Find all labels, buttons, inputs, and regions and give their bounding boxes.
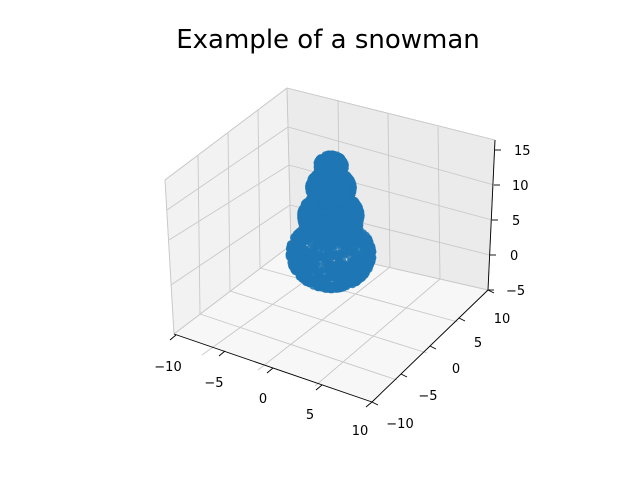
y-tick-label: 0 (452, 362, 460, 377)
z-tick-label: 15 (514, 144, 531, 159)
scatter-point (340, 270, 349, 280)
z-tick-label: 5 (512, 214, 520, 229)
scatter-point (329, 168, 339, 177)
chart-title: Example of a snowman (176, 25, 480, 55)
scatter-point (300, 263, 309, 273)
scatter-point (331, 196, 340, 205)
x-tick-label: 0 (259, 392, 267, 407)
tick-labels: −10 −5 0 5 10 −10 −5 0 5 10 −5 0 5 10 15 (154, 144, 530, 439)
axis-ticks (169, 149, 501, 408)
y-tick-label: 10 (494, 312, 511, 327)
z-tick-label: 0 (510, 249, 518, 264)
x-tick-label: 10 (352, 424, 369, 439)
scatter-points (285, 150, 377, 294)
z-tick-label: −5 (506, 284, 525, 299)
scatter-point (326, 252, 336, 262)
z-tick-label: 10 (512, 179, 529, 194)
x-tick-label: −10 (154, 360, 181, 375)
y-tick-label: 5 (474, 336, 482, 351)
y-tick-label: −5 (418, 389, 437, 404)
scatter-point (315, 256, 324, 266)
scatter-point (336, 228, 345, 237)
x-tick-label: −5 (204, 376, 223, 391)
z-axis-line (487, 139, 496, 291)
y-tick-label: −10 (386, 417, 413, 432)
x-tick-label: 5 (306, 408, 314, 423)
